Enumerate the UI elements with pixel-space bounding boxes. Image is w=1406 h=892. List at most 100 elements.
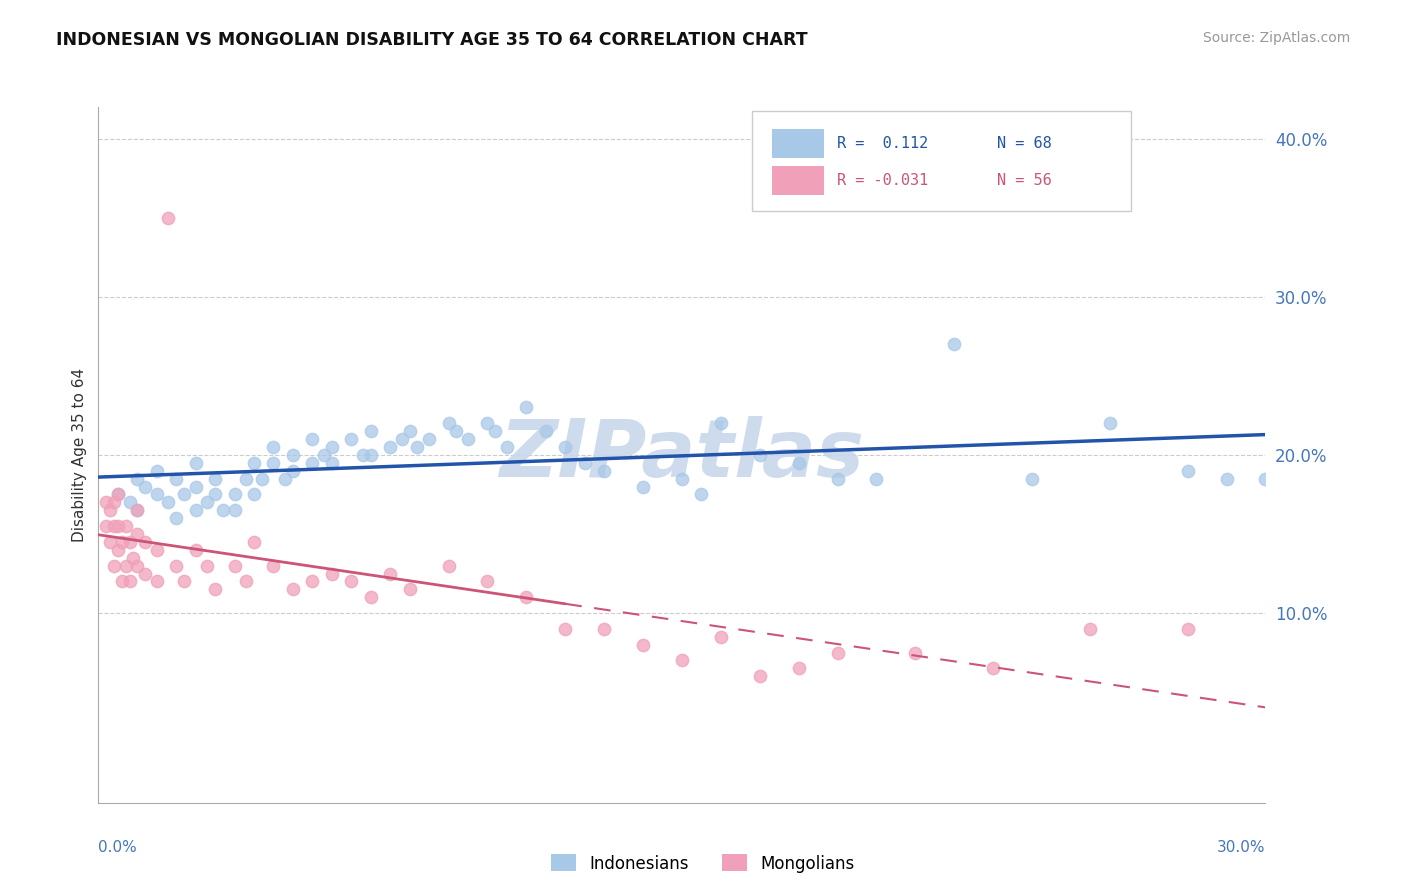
Point [398,424,420,438]
Point [122,550,145,565]
Point [515,401,537,415]
Point [631,479,654,493]
Point [457,432,479,446]
Point [748,669,770,683]
Point [262,440,284,454]
Point [243,487,266,501]
Point [173,574,195,589]
Point [378,440,402,454]
Point [340,432,363,446]
Point [378,566,402,581]
Point [127,527,149,541]
Point [352,448,374,462]
Point [321,566,343,581]
Point [250,472,273,486]
FancyBboxPatch shape [752,111,1132,211]
Text: ZIPatlas: ZIPatlas [499,416,865,494]
Point [340,574,363,589]
Point [224,487,246,501]
Point [827,472,849,486]
Point [981,661,1004,675]
Point [195,558,218,573]
Point [204,472,226,486]
Point [574,456,596,470]
Point [165,558,187,573]
Text: INDONESIAN VS MONGOLIAN DISABILITY AGE 35 TO 64 CORRELATION CHART: INDONESIAN VS MONGOLIAN DISABILITY AGE 3… [56,31,808,49]
Point [165,472,187,486]
Text: R = -0.031: R = -0.031 [837,173,928,188]
Point [477,417,499,431]
Point [107,487,129,501]
Point [554,440,576,454]
Point [515,591,537,605]
Point [157,211,180,225]
Point [593,622,616,636]
Point [827,646,849,660]
Text: Source: ZipAtlas.com: Source: ZipAtlas.com [1202,31,1350,45]
Point [96,519,118,533]
Point [710,630,733,644]
Point [484,424,506,438]
Point [118,574,141,589]
Point [477,574,499,589]
Point [134,479,156,493]
Point [134,534,156,549]
Point [262,456,284,470]
Point [195,495,218,509]
Point [103,558,125,573]
Point [98,534,121,549]
Point [243,456,266,470]
Point [184,479,207,493]
Point [146,542,169,557]
Point [184,456,207,470]
Point [224,558,246,573]
Point [262,558,284,573]
Point [146,574,169,589]
Point [157,495,180,509]
Point [235,472,257,486]
Text: 0.0%: 0.0% [98,840,138,855]
Text: N = 68: N = 68 [997,136,1052,151]
Point [593,464,616,478]
Point [865,472,887,486]
Point [321,440,343,454]
Point [235,574,257,589]
Point [224,503,246,517]
Point [107,542,129,557]
Text: R =  0.112: R = 0.112 [837,136,928,151]
Point [1215,472,1237,486]
Point [146,464,169,478]
Point [184,542,207,557]
Point [107,519,129,533]
Legend: Indonesians, Mongolians: Indonesians, Mongolians [544,847,862,880]
Point [418,432,440,446]
Point [437,558,460,573]
Point [165,511,187,525]
Point [1098,417,1121,431]
Point [398,582,420,597]
Point [98,503,121,517]
Point [114,558,136,573]
Point [243,534,266,549]
Point [787,456,810,470]
FancyBboxPatch shape [772,166,824,195]
Point [943,337,966,351]
Point [212,503,235,517]
Point [274,472,297,486]
Point [748,448,770,462]
Point [495,440,517,454]
Y-axis label: Disability Age 35 to 64: Disability Age 35 to 64 [72,368,87,542]
Point [127,472,149,486]
Point [787,661,810,675]
Point [301,456,323,470]
Point [281,464,304,478]
Point [631,638,654,652]
Point [1254,472,1277,486]
Point [184,503,207,517]
Point [111,534,134,549]
Point [134,566,156,581]
Point [1080,622,1102,636]
Point [534,424,557,438]
Point [904,646,927,660]
Point [281,448,304,462]
